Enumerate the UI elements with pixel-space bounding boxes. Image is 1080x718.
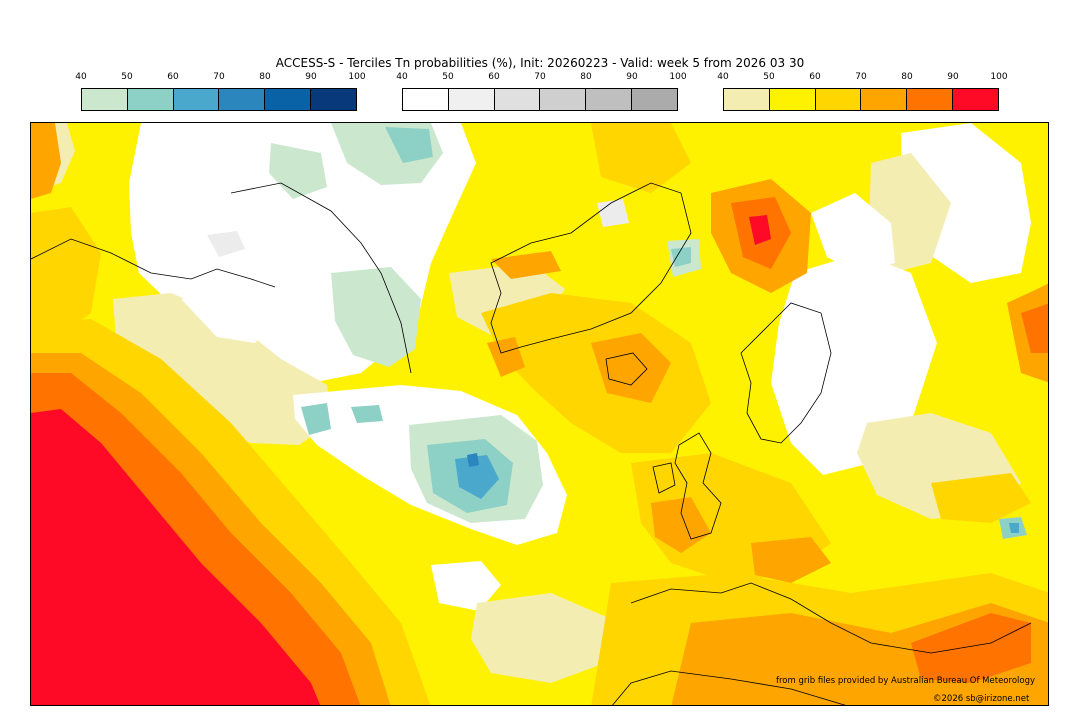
near-normal-region — [181, 295, 275, 343]
above-normal-region — [651, 497, 711, 553]
tick-label: 40 — [396, 72, 408, 82]
color-swatch — [82, 89, 128, 110]
coastline-north-america — [31, 238, 276, 288]
tick-label: 70 — [213, 72, 225, 82]
color-swatch — [769, 89, 816, 110]
coastline-ireland — [652, 462, 676, 494]
colorbar-ticks: 40 50 60 70 80 90 100 — [75, 72, 365, 84]
color-swatch — [815, 89, 862, 110]
tick-label: 60 — [167, 72, 179, 82]
tick-label: 90 — [626, 72, 638, 82]
tick-label: 50 — [121, 72, 133, 82]
coastline-north-africa — [612, 670, 846, 705]
above-normal-region — [481, 293, 711, 453]
above-normal-region — [1021, 303, 1048, 353]
tick-label: 60 — [809, 72, 821, 82]
copyright-credit: ©2026 sb@irizone.net — [933, 694, 1030, 704]
tick-label: 50 — [763, 72, 775, 82]
colorbar-above-normal: 40 50 60 70 80 90 100 — [717, 72, 1008, 112]
chart-title: ACCESS-S - Terciles Tn probabilities (%)… — [275, 56, 805, 70]
near-normal-region — [431, 561, 501, 611]
color-swatch — [265, 89, 312, 110]
tick-label: 40 — [75, 72, 87, 82]
map-canvas — [31, 123, 1048, 705]
light-grey-patch — [207, 231, 245, 257]
colorbar-ticks: 40 50 60 70 80 90 100 — [396, 72, 686, 84]
coastline-greenland — [490, 182, 692, 354]
colorbar-near-normal: 40 50 60 70 80 90 100 — [396, 72, 687, 112]
tick-label: 50 — [442, 72, 454, 82]
tick-label: 80 — [580, 72, 592, 82]
below-normal-region — [455, 455, 499, 499]
color-swatch — [861, 89, 908, 110]
below-normal-region — [671, 247, 691, 267]
coastline-great-britain — [674, 432, 722, 540]
data-source-credit: from grib files provided by Australian B… — [776, 676, 1036, 686]
below-normal-region — [1009, 523, 1019, 533]
colorbar-swatches — [402, 88, 678, 111]
tick-label: 80 — [259, 72, 271, 82]
color-swatch — [724, 89, 770, 110]
below-normal-region — [467, 453, 479, 467]
color-swatch — [127, 89, 174, 110]
tick-label: 70 — [855, 72, 867, 82]
colorbar-below-normal: 40 50 60 70 80 90 100 — [75, 72, 366, 112]
color-swatch — [540, 89, 587, 110]
coastline-scandinavia — [740, 302, 832, 444]
colorbar-ticks: 40 50 60 70 80 90 100 — [717, 72, 1007, 84]
above-normal-region — [751, 537, 831, 583]
above-normal-region — [591, 123, 691, 193]
color-swatch — [953, 89, 998, 110]
above-normal-region — [31, 409, 321, 705]
near-normal-region — [811, 193, 895, 273]
above-normal-region — [911, 613, 1031, 683]
below-normal-region — [331, 267, 421, 367]
color-swatch — [632, 89, 677, 110]
above-normal-region — [491, 251, 561, 279]
light-grey-patch — [597, 199, 629, 227]
above-normal-region — [931, 473, 1031, 523]
tick-label: 80 — [901, 72, 913, 82]
above-normal-region — [31, 207, 101, 337]
color-swatch — [448, 89, 495, 110]
tick-label: 100 — [990, 72, 1008, 82]
tick-label: 100 — [348, 72, 366, 82]
colorbar-swatches — [81, 88, 357, 111]
coastline-iceland — [605, 352, 648, 386]
tick-label: 100 — [669, 72, 687, 82]
coastlines — [31, 182, 1032, 705]
color-swatch — [173, 89, 220, 110]
below-normal-region — [301, 403, 331, 435]
color-swatch — [311, 89, 356, 110]
below-normal-region — [269, 143, 327, 199]
color-swatch — [219, 89, 266, 110]
above-normal-region — [749, 215, 771, 245]
above-normal-region — [31, 123, 61, 199]
above-normal-region — [591, 333, 671, 403]
colorbar-swatches — [723, 88, 999, 111]
below-normal-region — [385, 127, 433, 163]
tick-label: 90 — [947, 72, 959, 82]
above-normal-region — [487, 337, 525, 377]
tick-label: 40 — [717, 72, 729, 82]
coastline-arctic-islands — [230, 182, 412, 374]
probability-map — [30, 122, 1049, 706]
color-swatch — [494, 89, 541, 110]
tick-label: 90 — [305, 72, 317, 82]
tick-label: 60 — [488, 72, 500, 82]
color-swatch — [907, 89, 954, 110]
below-normal-region — [351, 405, 383, 423]
tick-label: 70 — [534, 72, 546, 82]
coastline-mediterranean — [630, 582, 1032, 654]
pale-tercile-region — [471, 593, 611, 683]
color-swatch — [586, 89, 633, 110]
color-swatch — [403, 89, 449, 110]
